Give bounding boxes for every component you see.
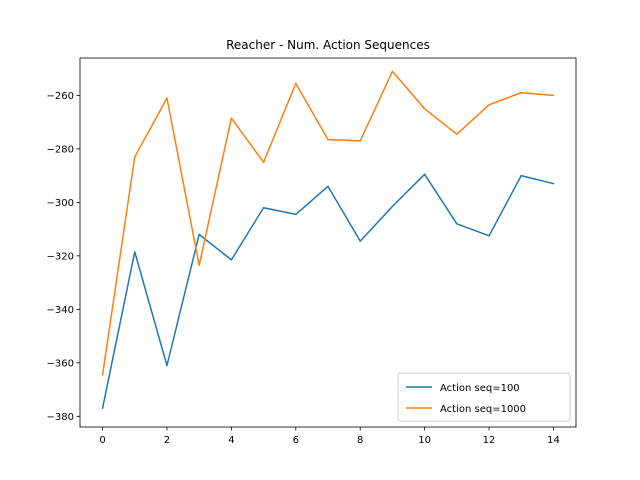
legend: Action seq=100 Action seq=1000 [397,372,571,422]
data-point [359,140,361,142]
data-point [198,233,200,236]
data-point [230,259,233,261]
data-point [488,104,490,106]
data-point [101,374,104,376]
data-point [101,407,104,410]
data-point [456,133,458,135]
x-tick-label: 14 [547,435,560,446]
data-point [456,223,458,225]
data-point [295,82,297,85]
data-point [423,108,426,110]
data-point [552,94,555,97]
data-point [488,235,490,237]
data-point [134,156,136,158]
y-tick-label: −260 [47,91,74,102]
series-layer [101,70,555,410]
legend-box [397,372,571,422]
y-tick-label: −280 [47,144,74,155]
data-point [391,205,394,208]
x-axis: 0 2 4 6 8 10 12 14 [99,427,560,446]
y-tick-label: −300 [47,198,74,209]
x-tick-label: 8 [357,435,363,446]
data-point [198,264,200,266]
data-point [520,174,522,177]
x-tick-label: 0 [99,435,105,446]
legend-label: Action seq=100 [440,383,520,394]
data-point [166,97,168,99]
y-tick-label: −320 [47,251,74,262]
legend-label: Action seq=1000 [440,404,526,415]
data-point [327,138,329,141]
x-tick-label: 12 [483,435,496,446]
data-point [391,70,394,73]
y-axis: −380 −360 −340 −320 −300 −280 −260 [47,91,80,423]
data-point [230,117,233,119]
y-tick-label: −380 [47,412,74,423]
chart-title: Reacher - Num. Action Sequences [226,38,430,52]
data-point [423,173,426,176]
y-tick-label: −360 [47,358,74,369]
data-point [262,161,265,164]
x-tick-label: 6 [293,435,299,446]
plot-frame [79,57,577,428]
data-point [359,240,361,242]
data-point [262,206,265,209]
data-point [327,185,329,188]
data-point [166,364,168,367]
series-line-2 [101,70,554,375]
data-point [295,213,297,216]
data-point [134,251,136,253]
y-tick-label: −340 [47,305,74,316]
data-point [552,182,555,185]
x-tick-label: 4 [228,435,234,446]
x-tick-label: 10 [418,435,431,446]
data-point [520,92,522,94]
x-tick-label: 2 [164,435,170,446]
